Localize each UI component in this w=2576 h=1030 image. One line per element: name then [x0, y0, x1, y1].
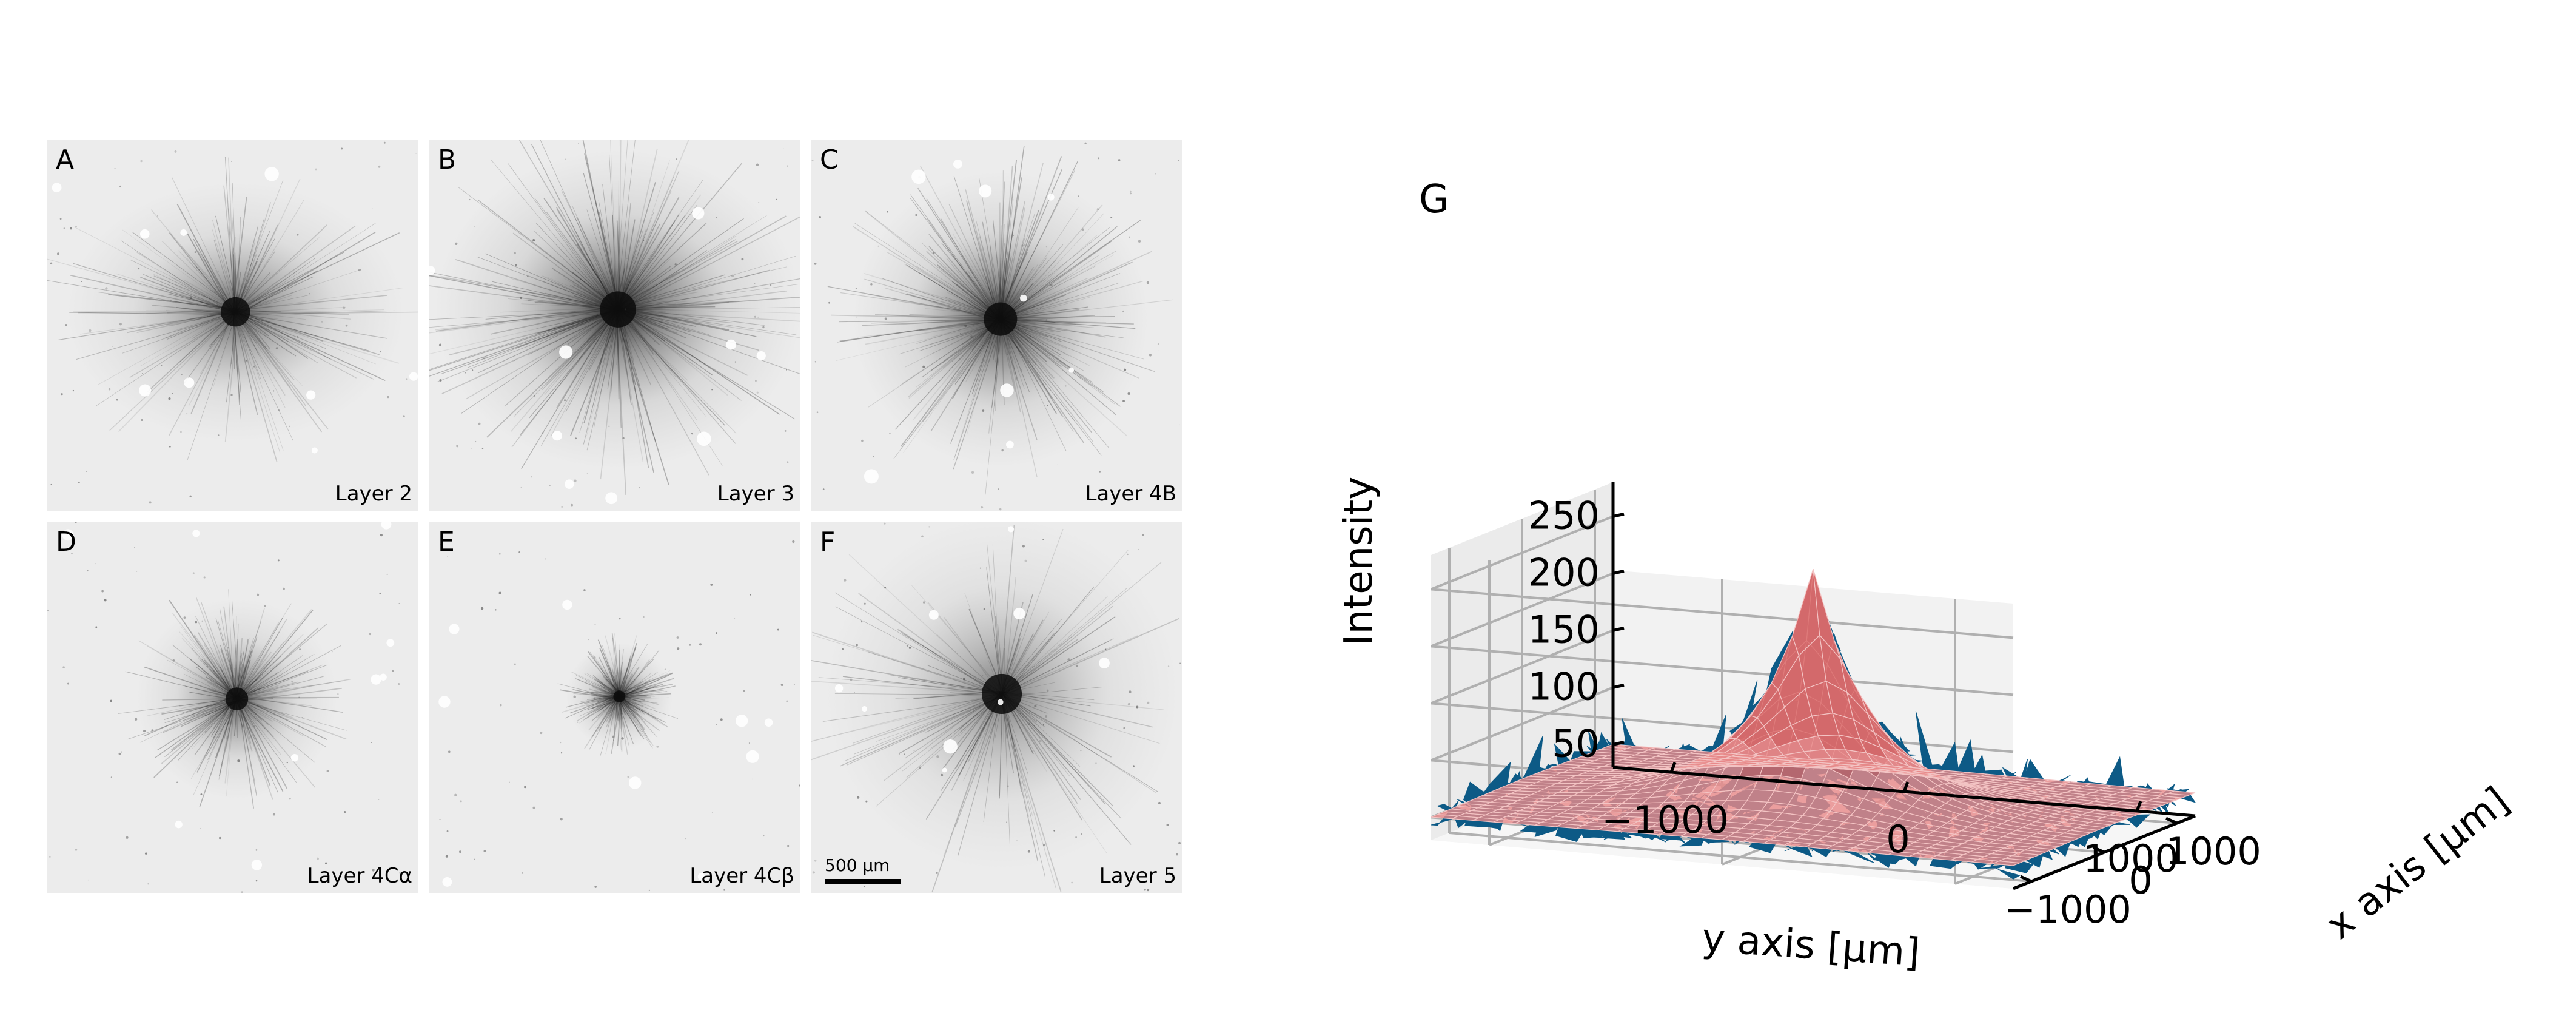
panel-b-letter: B — [438, 144, 457, 175]
z-tick — [1612, 683, 1625, 689]
x-gridline — [1449, 832, 2032, 883]
z-tick-label: 200 — [1528, 550, 1600, 594]
scale-bar-line — [825, 879, 901, 884]
panel-a-layer-label: Layer 2 — [335, 482, 412, 506]
panel-f-image — [811, 522, 1181, 893]
panel-c: C Layer 4B — [811, 140, 1182, 511]
panel-b-image — [429, 140, 800, 508]
panel-d-letter: D — [56, 527, 76, 557]
panel-d-layer-label: Layer 4Cα — [307, 864, 412, 888]
z-tick-label: 150 — [1528, 607, 1600, 651]
z-tick-label: 50 — [1552, 721, 1600, 766]
y-tick — [2135, 801, 2142, 812]
z-axis-label: Intensity — [1337, 477, 1381, 646]
panel-e-image — [438, 540, 800, 892]
panel-c-letter: C — [820, 144, 839, 175]
z-tick — [1612, 569, 1625, 575]
panel-d-image — [47, 522, 401, 893]
fitted-surface — [1431, 569, 2196, 866]
panel-c-image — [811, 142, 1180, 511]
x-tick-label: 0 — [2128, 858, 2152, 903]
y-axis-label: y axis [μm] — [1700, 916, 1921, 976]
panel-d: D Layer 4Cα — [47, 522, 418, 893]
y-tick-label: 1000 — [2083, 836, 2179, 881]
panel-b: B Layer 3 — [429, 140, 800, 511]
panel-b-layer-label: Layer 3 — [717, 482, 794, 506]
x-tick — [2019, 875, 2033, 883]
panel-c-layer-label: Layer 4B — [1085, 482, 1176, 506]
panel-f-letter: F — [820, 527, 836, 557]
panel-g-letter: G — [1419, 177, 1449, 222]
x-tick-label: −1000 — [2004, 887, 2132, 932]
z-tick — [1612, 740, 1625, 746]
panel-a: A Layer 2 — [47, 140, 418, 511]
y-tick — [1669, 762, 1677, 773]
x-axis-label: x axis [μm] — [2318, 779, 2518, 949]
panel-a-image — [47, 141, 418, 504]
x-tick — [2165, 816, 2178, 825]
panel-e-layer-label: Layer 4Cβ — [689, 864, 794, 888]
x-tick — [2092, 846, 2105, 854]
panel-e-letter: E — [438, 527, 455, 557]
x-tick-label: 1000 — [2165, 829, 2261, 873]
y-tick-label: 0 — [1886, 817, 1910, 861]
z-tick-label: 250 — [1528, 493, 1600, 537]
z-tick-label: 100 — [1528, 664, 1600, 709]
panel-f: F Layer 5 500 μm — [811, 522, 1182, 893]
z-tick — [1612, 626, 1625, 632]
z-tick — [1612, 512, 1625, 518]
scale-bar-label: 500 μm — [825, 855, 890, 875]
panel-a-letter: A — [56, 144, 75, 175]
y-tick-label: −1000 — [1602, 798, 1729, 842]
scale-bar: 500 μm — [825, 855, 901, 884]
panel-e: E Layer 4Cβ — [429, 522, 800, 893]
y-tick — [1902, 781, 1910, 792]
panel-f-layer-label: Layer 5 — [1099, 864, 1176, 888]
